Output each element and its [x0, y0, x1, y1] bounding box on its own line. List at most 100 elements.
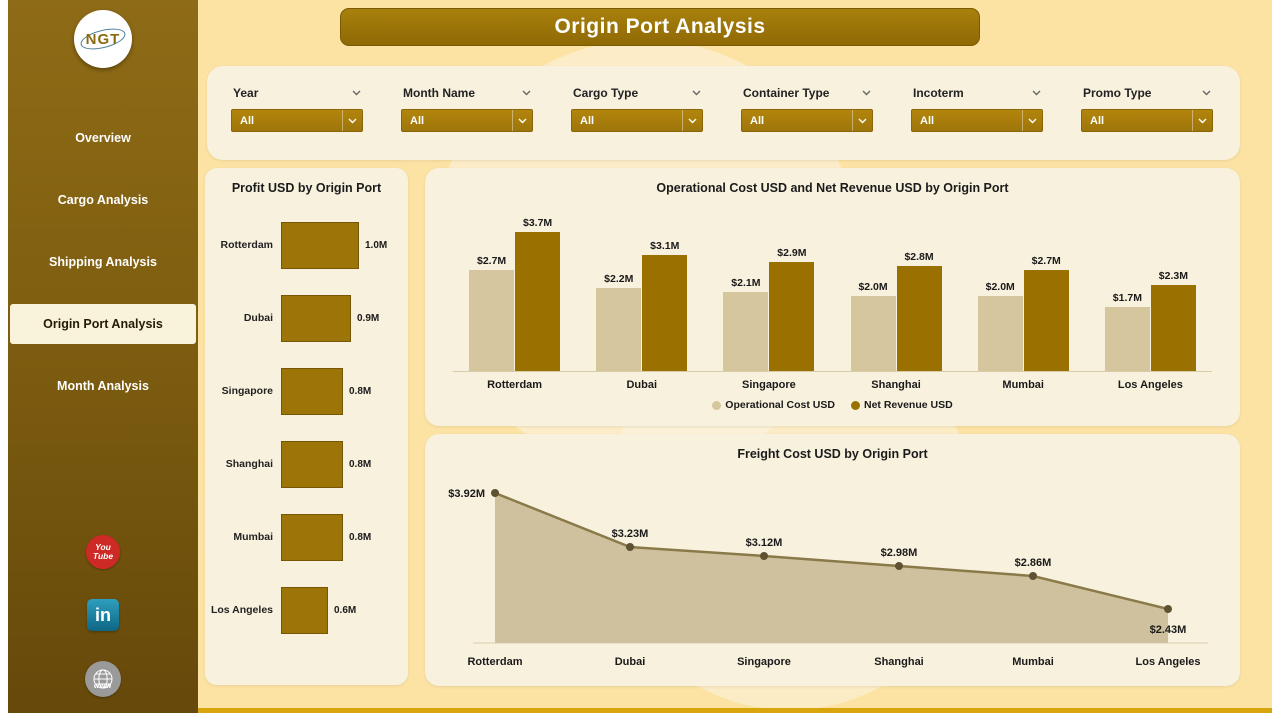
value-label: 1.0M — [365, 240, 388, 251]
sidebar-item-month-analysis[interactable]: Month Analysis — [57, 379, 149, 393]
website-globe-icon[interactable]: www — [85, 661, 121, 697]
filter-label: Promo Type — [1081, 86, 1213, 100]
linkedin-icon[interactable]: in — [87, 599, 119, 631]
bar-wrap: $2.2M — [596, 201, 642, 371]
bar-group-dubai: $2.2M $3.1M Dubai — [596, 201, 688, 391]
bar-group-mumbai: $2.0M $2.7M Mumbai — [977, 201, 1069, 391]
bar[interactable] — [977, 296, 1023, 371]
chevron-down-icon — [858, 118, 867, 123]
category-label: Singapore — [221, 384, 273, 397]
value-label: $2.9M — [777, 247, 807, 259]
filter-dropdown-incoterm[interactable]: All — [911, 109, 1043, 132]
sidebar: NGT Overview Cargo Analysis Shipping Analy… — [8, 0, 198, 713]
bar[interactable] — [896, 266, 942, 371]
freight-chart: $3.92M Rotterdam $3.23M Dubai $3.12M Singapor… — [433, 465, 1232, 682]
trend-line — [494, 491, 1169, 611]
value-label: $2.98M — [881, 547, 918, 559]
bar-wrap: $2.7M — [1023, 201, 1069, 371]
category-label: Los Angeles — [1117, 379, 1183, 391]
bar[interactable] — [469, 270, 515, 371]
bar[interactable] — [723, 292, 769, 371]
bar[interactable] — [281, 368, 343, 415]
value-label: $3.12M — [746, 537, 783, 549]
category-label: Rotterdam — [487, 379, 543, 391]
bar[interactable] — [596, 288, 642, 371]
sidebar-item-cargo-analysis[interactable]: Cargo Analysis — [57, 193, 149, 207]
chevron-down-icon — [1202, 90, 1211, 96]
bar[interactable] — [281, 295, 351, 342]
chevron-down-icon — [348, 118, 357, 123]
page-title-text: Origin Port Analysis — [554, 15, 766, 38]
filter-dropdown-cargo-type[interactable]: All — [571, 109, 703, 132]
value-label: $2.2M — [604, 273, 634, 285]
dropdown-chevron-icon — [682, 110, 702, 131]
filter-dropdown-year[interactable]: All — [231, 109, 363, 132]
value-label: $2.7M — [476, 255, 507, 267]
data-point[interactable] — [626, 543, 634, 551]
legend-item[interactable]: Operational Cost USD — [712, 399, 835, 411]
category-label: Los Angeles — [1136, 656, 1201, 668]
chevron-down-icon — [352, 90, 361, 96]
bar[interactable] — [515, 232, 561, 371]
category-label: Shanghai — [871, 379, 921, 391]
legend-item[interactable]: Net Revenue USD — [850, 399, 953, 411]
sidebar-item-overview[interactable]: Overview — [75, 131, 131, 145]
profit-row-los-angeles: Los Angeles 0.6M — [205, 574, 408, 647]
bar[interactable] — [1150, 285, 1196, 371]
value-label: 0.8M — [349, 532, 372, 543]
left-edge — [0, 0, 8, 720]
filter-label: Cargo Type — [571, 86, 703, 100]
bar-wrap: $2.8M — [896, 201, 942, 371]
bar[interactable] — [1104, 307, 1150, 371]
category-label: Mumbai — [1002, 379, 1044, 391]
value-label: $2.7M — [1031, 255, 1061, 267]
bar[interactable] — [1023, 270, 1069, 371]
dropdown-chevron-icon — [1192, 110, 1212, 131]
filter-bar: Year All Month Name All Cargo Type All Contain… — [207, 66, 1240, 160]
bar-wrap: $2.3M — [1150, 201, 1196, 371]
bar[interactable] — [769, 262, 815, 371]
ngt-logo: NGT — [8, 10, 198, 68]
category-label: Rotterdam — [467, 656, 522, 668]
bottom-edge — [0, 713, 1272, 720]
bar[interactable] — [850, 296, 896, 371]
filter-dropdown-container-type[interactable]: All — [741, 109, 873, 132]
bar[interactable] — [281, 514, 343, 561]
filter-month-name: Month Name All — [401, 86, 533, 132]
youtube-icon[interactable]: You Tube — [86, 535, 120, 569]
filter-dropdown-month-name[interactable]: All — [401, 109, 533, 132]
bar[interactable] — [281, 441, 343, 488]
bar-group-los-angeles: $1.7M $2.3M Los Angeles — [1104, 201, 1196, 391]
bar[interactable] — [281, 222, 359, 269]
value-label: 0.8M — [349, 386, 372, 397]
sidebar-item-origin-port-analysis[interactable]: Origin Port Analysis — [10, 304, 196, 344]
filter-label: Month Name — [401, 86, 533, 100]
dropdown-chevron-icon — [1022, 110, 1042, 131]
profit-chart: Rotterdam 1.0M Dubai 0.9M Singapore 0.8M Shang… — [205, 209, 408, 647]
data-point[interactable] — [895, 562, 903, 570]
dropdown-chevron-icon — [512, 110, 532, 131]
freight-chart-title: Freight Cost USD by Origin Port — [737, 447, 928, 461]
dropdown-chevron-icon — [852, 110, 872, 131]
globe-grid-icon — [93, 669, 113, 689]
filter-dropdown-promo-type[interactable]: All — [1081, 109, 1213, 132]
bar[interactable] — [642, 255, 688, 371]
bar[interactable] — [281, 587, 328, 634]
value-label: $3.1M — [650, 240, 680, 252]
data-point[interactable] — [491, 489, 499, 497]
social-links: You Tube in www — [8, 535, 198, 697]
data-point[interactable] — [1029, 572, 1037, 580]
value-label: 0.9M — [357, 313, 380, 324]
bar-wrap: $3.7M — [515, 201, 561, 371]
chevron-down-icon — [1032, 90, 1041, 96]
filter-promo-type: Promo Type All — [1081, 86, 1213, 132]
value-label: 0.6M — [334, 605, 357, 616]
bar-wrap: $3.1M — [642, 201, 688, 371]
data-point[interactable] — [760, 552, 768, 560]
sidebar-item-shipping-analysis[interactable]: Shipping Analysis — [49, 255, 157, 269]
bar-group-shanghai: $2.0M $2.8M Shanghai — [850, 201, 942, 391]
chevron-down-icon — [1028, 118, 1037, 123]
data-point[interactable] — [1164, 605, 1172, 613]
category-label: Los Angeles — [210, 603, 273, 616]
